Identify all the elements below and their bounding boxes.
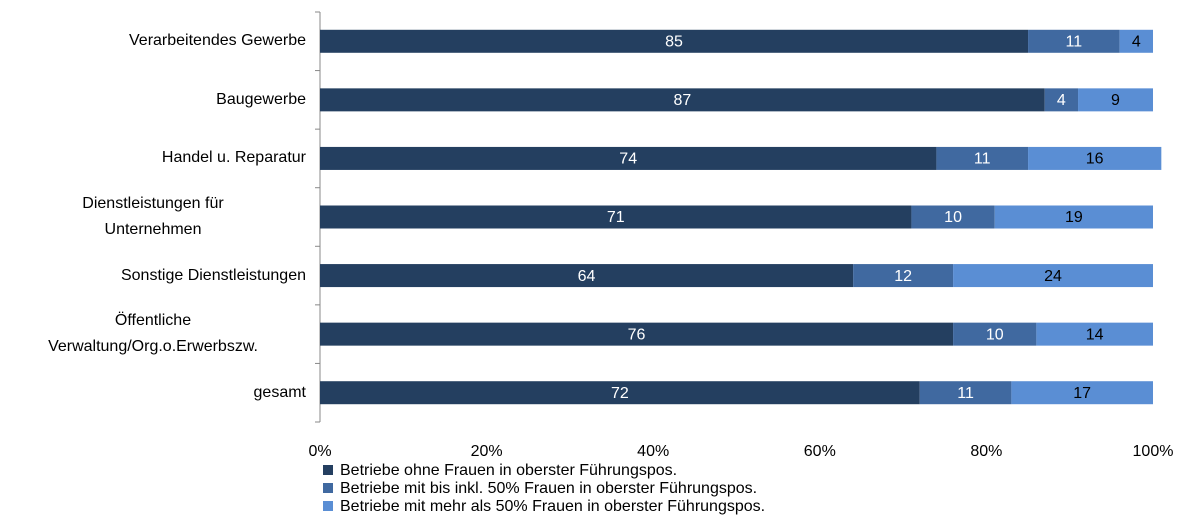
x-tick-label: 80% — [970, 443, 1002, 460]
bar-segment — [911, 205, 995, 229]
bar-segment — [320, 88, 1045, 112]
data-label: 72 — [611, 385, 629, 402]
legend-label: Betriebe mit mehr als 50% Frauen in ober… — [340, 498, 765, 515]
x-tick-label: 20% — [471, 443, 503, 460]
data-label: 10 — [986, 326, 1004, 343]
bar-segment — [320, 205, 912, 229]
data-label: 4 — [1132, 34, 1141, 51]
data-label: 4 — [1057, 92, 1066, 109]
bar-segment — [320, 29, 1029, 53]
bar-segment — [320, 146, 937, 170]
data-label: 12 — [894, 268, 912, 285]
legend-swatch — [323, 483, 333, 493]
legend-label: Betriebe ohne Frauen in oberster Führung… — [340, 462, 677, 479]
category-label: Verarbeitendes Gewerbe — [129, 32, 306, 50]
data-label: 16 — [1086, 151, 1104, 168]
data-label: 14 — [1086, 326, 1104, 343]
data-label: 11 — [957, 385, 974, 402]
bar-segment — [1078, 88, 1153, 112]
bar-segment — [953, 264, 1153, 288]
data-label: 64 — [578, 268, 596, 285]
bar-segment — [1028, 146, 1162, 170]
data-label: 24 — [1044, 268, 1062, 285]
data-label: 85 — [665, 34, 683, 51]
data-label: 19 — [1065, 209, 1083, 226]
bar-segment — [1011, 381, 1153, 405]
category-label: Sonstige Dienstleistungen — [120, 266, 306, 284]
x-tick-label: 60% — [804, 443, 836, 460]
data-label: 76 — [628, 326, 646, 343]
x-tick-label: 0% — [308, 443, 331, 460]
legend-label: Betriebe mit bis inkl. 50% Frauen in obe… — [340, 480, 757, 497]
legend-swatch — [323, 501, 333, 511]
bar-segment — [936, 146, 1029, 170]
bar-segment — [994, 205, 1153, 229]
bar-segment — [320, 381, 920, 405]
bar-segment — [853, 264, 954, 288]
bar-segment — [1119, 29, 1153, 53]
data-label: 11 — [974, 151, 991, 168]
data-label: 11 — [1066, 34, 1083, 51]
data-label: 10 — [944, 209, 962, 226]
x-tick-label: 100% — [1133, 443, 1174, 460]
data-label: 71 — [607, 209, 625, 226]
category-label: Baugewerbe — [216, 90, 306, 108]
category-label: Öffentliche Verwaltung/Org.o.Erwerbszw. — [48, 312, 258, 356]
bar-segment — [320, 264, 854, 288]
category-label: Dienstleistungen für Unternehmen — [82, 195, 224, 238]
category-label: Handel u. Reparatur — [161, 149, 306, 167]
bar-segment — [320, 322, 954, 346]
bar-segment — [1044, 88, 1079, 112]
data-label: 17 — [1073, 385, 1091, 402]
data-label: 87 — [673, 92, 691, 109]
data-label: 74 — [619, 151, 637, 168]
bar-segment — [919, 381, 1012, 405]
bar-segment — [1036, 322, 1153, 346]
category-label: gesamt — [253, 383, 306, 401]
x-tick-label: 40% — [637, 443, 669, 460]
bar-segment — [1028, 29, 1120, 53]
legend-swatch — [323, 465, 333, 475]
bar-segment — [953, 322, 1037, 346]
data-label: 9 — [1111, 92, 1120, 109]
